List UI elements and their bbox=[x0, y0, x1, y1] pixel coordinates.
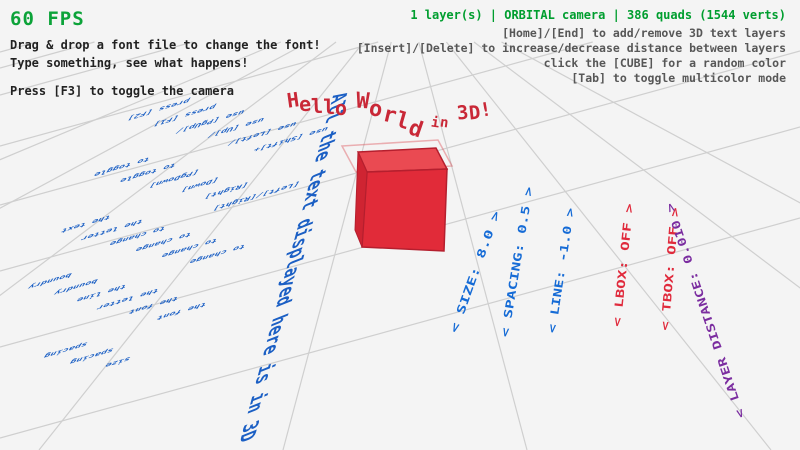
grid-line bbox=[501, 41, 800, 204]
help-line: click the [CUBE] for a random color bbox=[543, 56, 786, 70]
camera-toggle-hint: Press [F3] to toggle the camera bbox=[10, 84, 234, 98]
title-char: ! bbox=[478, 98, 494, 122]
grid-line bbox=[0, 41, 193, 96]
cube-left-face[interactable] bbox=[354, 151, 368, 248]
cube-wire-ghost bbox=[340, 139, 454, 173]
help-lines: [Home]/[End] to add/remove 3D text layer… bbox=[357, 26, 786, 86]
help-line: [Home]/[End] to add/remove 3D text layer… bbox=[502, 26, 786, 40]
grid-line bbox=[473, 41, 800, 289]
grid-line bbox=[38, 41, 365, 450]
help-line: [Tab] to toggle multicolor mode bbox=[571, 71, 786, 85]
title-char: l bbox=[323, 95, 336, 119]
grid-line bbox=[282, 41, 392, 450]
status-bar: 1 layer(s) | ORBITAL camera | 386 quads … bbox=[410, 8, 786, 22]
title-char: o bbox=[334, 95, 348, 121]
grid-line bbox=[0, 41, 37, 53]
grid-line bbox=[0, 41, 309, 209]
hello-world-3d-title: Hello World in 3D! bbox=[285, 86, 493, 143]
drag-drop-hint: Drag & drop a font file to change the fo… bbox=[10, 38, 321, 52]
random-color-cube[interactable] bbox=[354, 147, 449, 252]
grid-line bbox=[0, 41, 379, 147]
help-line: [Insert]/[Delete] to increase/decrease d… bbox=[356, 41, 786, 55]
cube-top-face[interactable] bbox=[356, 147, 449, 173]
title-char: l bbox=[310, 93, 324, 119]
grid-line bbox=[0, 41, 282, 161]
grid-line bbox=[0, 41, 95, 69]
grid-line bbox=[0, 41, 593, 206]
fps-counter: 60 FPS bbox=[10, 8, 85, 30]
grid-line bbox=[0, 41, 337, 297]
type-hint: Type something, see what happens! bbox=[10, 56, 249, 70]
grid-line bbox=[418, 41, 528, 450]
grid-line bbox=[445, 41, 772, 450]
cube-front-face[interactable] bbox=[361, 168, 448, 252]
grid-line bbox=[0, 217, 800, 439]
